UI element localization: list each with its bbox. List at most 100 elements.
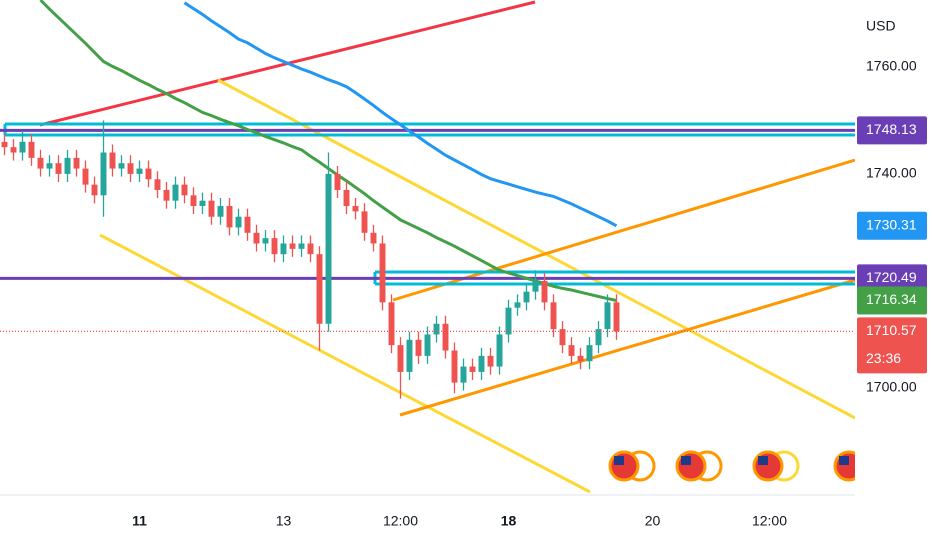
ma-line <box>183 1 618 228</box>
plot <box>0 0 855 399</box>
x-tick-label: 18 <box>501 513 517 529</box>
candle-body <box>451 350 458 383</box>
price-badge <box>857 211 927 240</box>
flag-canton <box>839 456 849 465</box>
candle-body <box>604 302 611 330</box>
candle-body <box>109 152 116 169</box>
candle-body <box>415 339 422 356</box>
price-badge <box>857 264 927 293</box>
candle-body <box>487 355 494 367</box>
candle-body <box>541 280 548 303</box>
x-tick-label: 20 <box>645 513 661 529</box>
candle-body <box>28 141 35 158</box>
candle-body <box>82 168 89 185</box>
candle-body <box>352 206 359 212</box>
candle-body <box>442 323 449 351</box>
price-badge-label: 1710.57 <box>866 322 917 338</box>
candle-body <box>478 355 485 372</box>
candle-body <box>523 291 530 303</box>
channel-line <box>392 158 855 302</box>
y-tick-label: 1740.00 <box>866 165 917 181</box>
candle-body <box>163 189 170 201</box>
x-tick-label: 12:00 <box>383 513 418 529</box>
axis-unit: USD <box>866 18 896 34</box>
channel-line <box>399 278 855 417</box>
candle-body <box>64 157 71 174</box>
candle-body <box>235 216 242 228</box>
candle-body <box>208 200 215 217</box>
candle-body <box>244 216 251 233</box>
candle-body <box>172 184 179 201</box>
candle-body <box>271 238 278 255</box>
candle-body <box>379 243 386 303</box>
candle-body <box>280 243 287 255</box>
countdown-label: 23:36 <box>866 350 901 366</box>
candle-body <box>433 323 440 335</box>
candle-body <box>424 334 431 356</box>
candle-body <box>91 184 98 196</box>
candle-body <box>10 147 17 153</box>
candle-body <box>388 302 395 346</box>
candle-body <box>145 168 152 180</box>
candle-body <box>289 243 296 249</box>
price-badge <box>857 286 927 315</box>
candle-body <box>586 345 593 362</box>
flag-canton <box>758 456 768 465</box>
candle-body <box>154 179 161 190</box>
candle-body <box>406 339 413 372</box>
overlay: 1760.00 1740.00 1700.00 11 13 12:00 18 20 12:00 1… <box>132 58 927 529</box>
candle-body <box>55 163 62 174</box>
candle-body <box>559 329 566 346</box>
flag-canton <box>614 456 624 465</box>
y-tick-label: 1760.00 <box>866 58 917 74</box>
y-tick-label: 1700.00 <box>866 379 917 395</box>
flag-canton <box>681 456 691 465</box>
candle-body <box>460 366 467 383</box>
event-icons <box>608 450 865 482</box>
candle-body <box>190 195 197 207</box>
candle-body <box>613 302 620 332</box>
candle-body <box>118 163 125 169</box>
candle-body <box>532 280 539 292</box>
price-badge-label: 1730.31 <box>866 216 917 232</box>
candle-body <box>217 206 224 217</box>
candle-body <box>136 168 143 174</box>
candle-body <box>496 334 503 367</box>
x-tick-label: 11 <box>132 513 147 529</box>
time-axis <box>0 495 855 550</box>
price-badge <box>857 317 927 374</box>
candle-body <box>37 157 44 169</box>
candle-body <box>568 345 575 356</box>
candle-body <box>343 189 350 207</box>
candle-body <box>595 329 602 346</box>
candle-body <box>307 243 314 255</box>
candle-body <box>325 173 332 324</box>
candle-body <box>226 206 233 228</box>
candle-body <box>199 200 206 207</box>
candle-body <box>397 345 404 372</box>
price-badge-label: 1716.34 <box>866 291 917 307</box>
price-badge-label: 1720.49 <box>866 269 917 285</box>
price-badge <box>857 116 927 145</box>
price-badge-label: 1748.13 <box>866 121 917 137</box>
candle-body <box>127 163 134 174</box>
candle-body <box>262 238 269 244</box>
candle-body <box>469 366 476 372</box>
candle-body <box>19 141 26 153</box>
candle-body <box>334 173 341 190</box>
candle-body <box>253 232 260 244</box>
candle-body <box>361 211 368 233</box>
candle-body <box>514 302 521 308</box>
candle-body <box>46 163 53 169</box>
candle-body <box>505 307 512 335</box>
candle-body <box>316 254 323 324</box>
candle-body <box>100 152 107 196</box>
x-tick-label: 13 <box>276 513 292 529</box>
candle-body <box>370 232 377 244</box>
candle-body <box>298 243 305 249</box>
candle-body <box>181 184 188 196</box>
candle-body <box>73 157 80 169</box>
candle-body <box>550 302 557 330</box>
candle-body <box>577 355 584 362</box>
